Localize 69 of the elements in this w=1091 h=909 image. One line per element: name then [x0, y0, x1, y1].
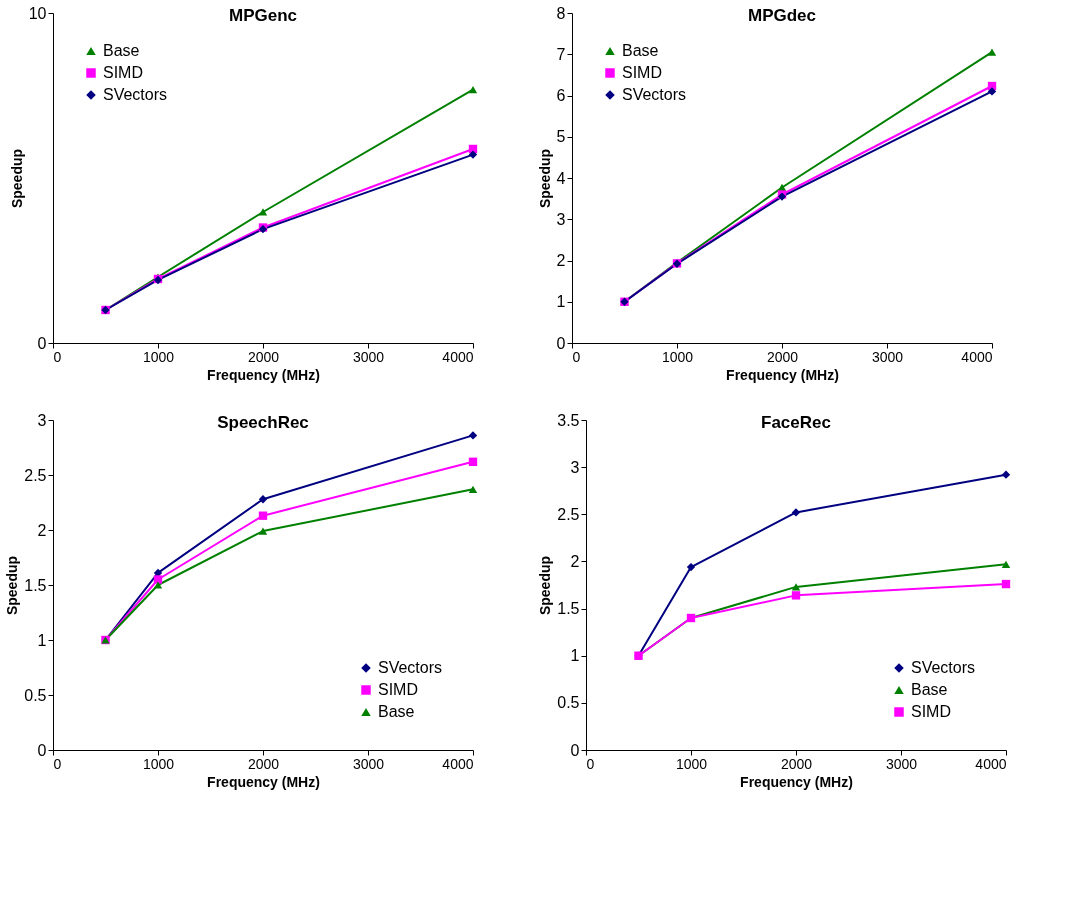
- x-tick-label: 1000: [142, 755, 175, 772]
- x-tick-label: 0: [586, 755, 595, 772]
- legend-label: SIMD: [378, 681, 418, 698]
- y-tick-label: 0: [556, 334, 566, 352]
- y-tick-label: 0: [37, 334, 47, 352]
- y-tick-label: 2.5: [557, 505, 580, 523]
- y-tick-label: 1: [570, 647, 580, 665]
- legend-label: SVectors: [103, 86, 168, 103]
- y-tick-label: 5: [556, 128, 566, 146]
- legend-label: SVectors: [622, 86, 687, 103]
- x-tick-label: 3000: [352, 348, 385, 365]
- chart-title: MPGenc: [228, 6, 298, 25]
- y-tick-label: 2: [570, 552, 580, 570]
- x-tick-label: 1000: [142, 348, 175, 365]
- y-tick-label: 1.5: [557, 600, 580, 618]
- legend-label: SVectors: [911, 659, 976, 676]
- x-tick-label: 0: [53, 755, 62, 772]
- y-tick-label: 2.5: [24, 466, 47, 484]
- y-tick-label: 2: [37, 521, 47, 539]
- y-tick-label: 3: [570, 458, 580, 476]
- legend-label: SVectors: [378, 659, 443, 676]
- legend-label: Base: [911, 681, 948, 698]
- x-tick-label: 2000: [780, 755, 813, 772]
- y-tick-label: 2: [556, 252, 566, 269]
- y-tick-label: 0: [570, 741, 580, 759]
- x-tick-label: 2000: [247, 755, 280, 772]
- y-axis-title: Speedup: [537, 555, 554, 616]
- y-axis-title: Speedup: [4, 555, 21, 616]
- x-tick-label: 0: [53, 348, 62, 365]
- y-tick-label: 1: [556, 293, 566, 311]
- y-tick-label: 0.5: [557, 694, 580, 712]
- x-tick-label: 4000: [442, 348, 474, 365]
- y-tick-label: 3: [556, 210, 566, 228]
- chart-title: FaceRec: [761, 413, 831, 432]
- x-tick-label: 2000: [766, 348, 799, 365]
- y-tick-label: 3: [37, 411, 47, 429]
- chart-title: MPGdec: [747, 6, 817, 25]
- x-axis-title: Frequency (MHz): [207, 773, 320, 790]
- x-tick-label: 4000: [442, 755, 474, 772]
- y-axis-title: Speedup: [536, 148, 553, 209]
- y-tick-label: 0: [37, 741, 47, 759]
- x-axis-title: Frequency (MHz): [726, 366, 839, 383]
- y-tick-label: 6: [556, 87, 566, 104]
- y-tick-label: 0.5: [24, 686, 47, 704]
- y-tick-label: 3.5: [557, 411, 580, 429]
- x-tick-label: 4000: [975, 755, 1007, 772]
- x-tick-label: 4000: [961, 348, 993, 365]
- x-tick-label: 1000: [661, 348, 694, 365]
- y-axis-title: Speedup: [8, 148, 25, 209]
- y-tick-label: 4: [556, 169, 566, 187]
- x-tick-label: 2000: [247, 348, 280, 365]
- y-tick-label: 8: [556, 4, 566, 22]
- y-tick-label: 1.5: [24, 576, 47, 594]
- legend-label: SIMD: [103, 64, 143, 81]
- x-tick-label: 3000: [352, 755, 385, 772]
- y-tick-label: 7: [556, 45, 566, 63]
- legend-label: SIMD: [622, 64, 662, 81]
- legend-label: Base: [622, 42, 659, 59]
- x-axis-title: Frequency (MHz): [207, 366, 320, 383]
- y-tick-label: 10: [28, 4, 47, 22]
- x-tick-label: 3000: [885, 755, 918, 772]
- legend-label: Base: [103, 42, 140, 59]
- y-tick-label: 1: [37, 631, 47, 649]
- x-axis-title: Frequency (MHz): [740, 773, 853, 790]
- x-tick-label: 3000: [871, 348, 904, 365]
- x-tick-label: 1000: [675, 755, 708, 772]
- chart-title: SpeechRec: [217, 413, 309, 432]
- legend-label: SIMD: [911, 703, 951, 720]
- legend-label: Base: [378, 703, 415, 720]
